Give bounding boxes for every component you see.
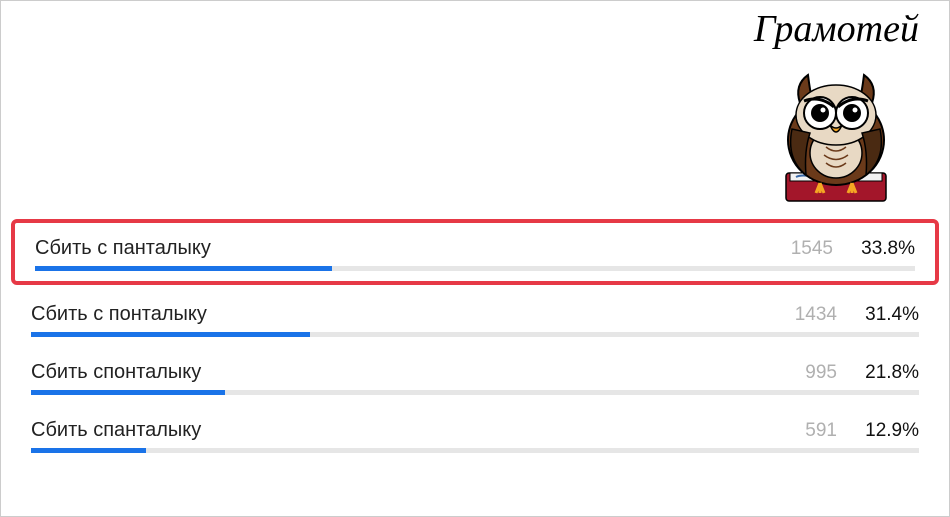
poll-option[interactable]: Сбить с панталыку 1545 33.8% — [11, 219, 939, 285]
option-percent: 12.9% — [857, 420, 919, 442]
bar-fill — [31, 390, 225, 395]
mascot-owl — [754, 55, 919, 205]
option-label: Сбить спонталыку — [31, 361, 762, 384]
poll-results: Сбить с панталыку 1545 33.8% Сбить с понтал… — [11, 219, 939, 467]
brand-header: Грамотей — [754, 7, 919, 205]
option-count: 591 — [782, 420, 837, 442]
poll-option[interactable]: Сбить с понталыку 1434 31.4% — [11, 293, 939, 343]
option-label: Сбить с панталыку — [35, 237, 758, 260]
bar-fill — [35, 266, 332, 271]
owl-icon — [766, 55, 906, 205]
option-percent: 33.8% — [853, 238, 915, 260]
option-count: 1545 — [778, 238, 833, 260]
bar-fill — [31, 448, 146, 453]
bar-fill — [31, 332, 310, 337]
bar-track — [31, 332, 919, 337]
bar-track — [31, 390, 919, 395]
option-label: Сбить спанталыку — [31, 419, 762, 442]
option-count: 995 — [782, 362, 837, 384]
option-count: 1434 — [782, 304, 837, 326]
option-percent: 31.4% — [857, 304, 919, 326]
option-percent: 21.8% — [857, 362, 919, 384]
poll-option[interactable]: Сбить спонталыку 995 21.8% — [11, 351, 939, 401]
bar-track — [31, 448, 919, 453]
bar-track — [35, 266, 915, 271]
option-label: Сбить с понталыку — [31, 303, 762, 326]
brand-title: Грамотей — [754, 7, 919, 51]
poll-option[interactable]: Сбить спанталыку 591 12.9% — [11, 409, 939, 459]
